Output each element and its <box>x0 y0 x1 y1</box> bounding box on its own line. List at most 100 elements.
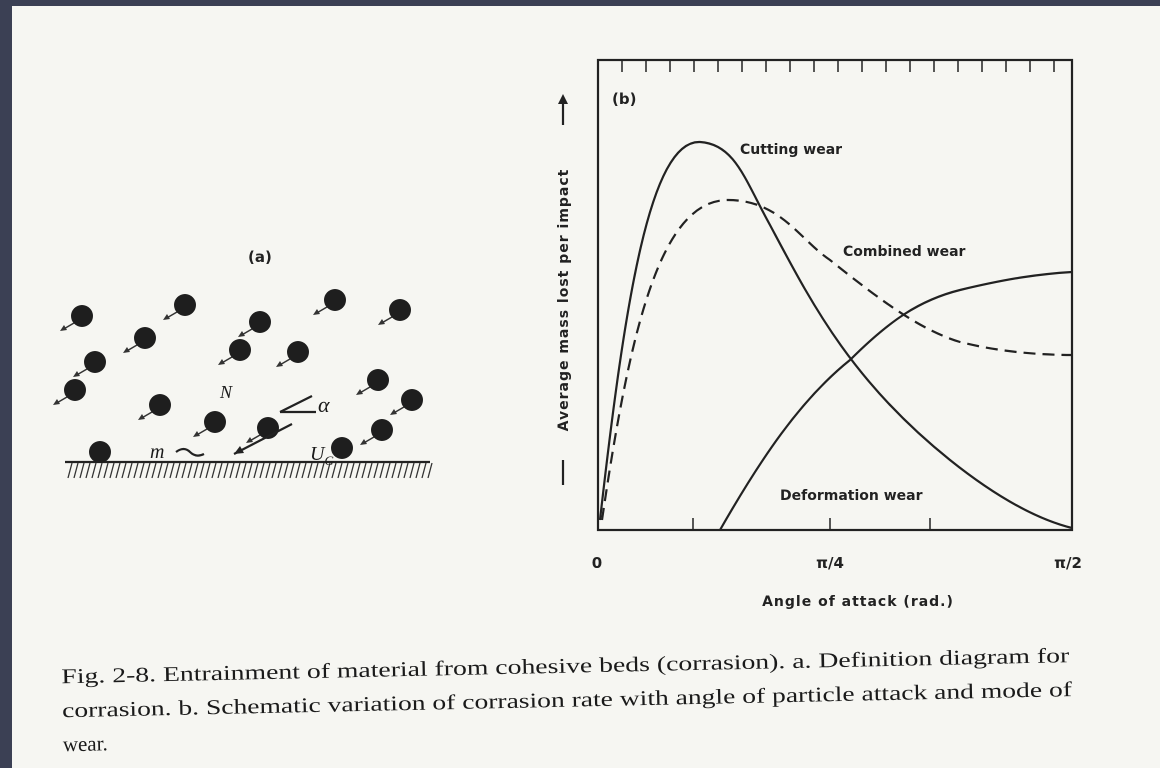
arrow-head <box>390 409 397 415</box>
x-axis-label: Angle of attack (rad.) <box>762 594 954 610</box>
hatch-line <box>139 462 145 479</box>
arrow-head <box>313 309 320 315</box>
hatch-line <box>67 462 73 479</box>
hatch-line <box>427 462 433 479</box>
x-tick-label: 0 <box>592 554 602 572</box>
hatch-line <box>367 462 373 479</box>
panel-label: (a) <box>248 248 272 266</box>
hatch-line <box>403 462 409 479</box>
hatch-line <box>103 462 109 479</box>
hatch-line <box>223 462 229 479</box>
arrow-head <box>246 437 253 443</box>
particle <box>204 411 226 433</box>
hatch-line <box>157 462 163 479</box>
panel-b: (b) Cutting wear Combined wear Deformati… <box>556 58 1082 610</box>
top-ticks <box>621 60 1055 530</box>
hatch-line <box>211 462 217 479</box>
arrow-head <box>163 314 170 320</box>
arrow-head <box>234 446 244 454</box>
particle <box>287 341 309 363</box>
hatch-line <box>169 462 175 479</box>
y-axis-label: Average mass lost per impact <box>556 169 572 432</box>
particle <box>324 289 346 311</box>
hatch-line <box>241 462 247 479</box>
particle <box>367 369 389 391</box>
hatch-line <box>409 462 415 479</box>
deformation-curve <box>719 270 1073 531</box>
hatch-line <box>115 462 121 479</box>
hatch-line <box>343 462 349 479</box>
hatch-line <box>235 462 241 479</box>
u: U <box>310 443 326 465</box>
particle <box>174 294 196 316</box>
hatch-line <box>391 462 397 479</box>
arrow-head <box>356 389 363 395</box>
hatch-line <box>385 462 391 479</box>
hatch-line <box>295 462 301 479</box>
hatch-line <box>301 462 307 479</box>
hatch-line <box>265 462 271 479</box>
particle <box>389 299 411 321</box>
arrow-head <box>378 319 385 325</box>
hatch-line <box>121 462 127 479</box>
x-tick-label: π/2 <box>1054 554 1082 572</box>
hatch-line <box>271 462 277 479</box>
particle <box>249 311 271 333</box>
angle-line <box>279 395 313 413</box>
panel-a: (a) N α m UG <box>53 248 433 479</box>
curve-label: Deformation wear <box>780 488 923 504</box>
symbol-alpha: α <box>318 392 330 417</box>
particle <box>84 351 106 373</box>
hatch-line <box>349 462 355 479</box>
symbol-m: m <box>150 441 164 463</box>
arrow-head <box>60 325 67 331</box>
hatch-line <box>127 462 133 479</box>
hatch-line <box>229 462 235 479</box>
hatch-line <box>193 462 199 479</box>
hatch-line <box>175 462 181 479</box>
arrow-head <box>276 361 283 367</box>
hatch-line <box>133 462 139 479</box>
combined-curve <box>600 198 1073 521</box>
hatch-line <box>397 462 403 479</box>
symbol-n: N <box>219 382 233 402</box>
hatch-line <box>313 462 319 479</box>
caption-line: wear. <box>63 731 108 756</box>
arrow-head <box>193 431 200 437</box>
hatch-line <box>181 462 187 479</box>
arrow-head <box>558 94 568 104</box>
hatch-line <box>355 462 361 479</box>
hatch-line <box>73 462 79 479</box>
arrow-head <box>123 347 130 353</box>
hatch-line <box>379 462 385 479</box>
hatch-line <box>421 462 427 479</box>
hatch-line <box>415 462 421 479</box>
hatch-line <box>91 462 97 479</box>
fragment <box>175 447 205 457</box>
hatch-line <box>97 462 103 479</box>
curve-label: Combined wear <box>843 244 966 260</box>
panel-label: (b) <box>612 90 636 108</box>
plot-frame <box>596 58 1074 532</box>
hatch-line <box>361 462 367 479</box>
hatch-line <box>145 462 151 479</box>
hatch-line <box>277 462 283 479</box>
hatch-line <box>247 462 253 479</box>
arrow-head <box>73 371 80 377</box>
hatch-line <box>163 462 169 479</box>
hatch-line <box>217 462 223 479</box>
curve-label: Cutting wear <box>740 142 842 158</box>
arrow-head <box>238 331 245 337</box>
particle <box>149 394 171 416</box>
hatch-line <box>307 462 313 479</box>
particle <box>71 305 93 327</box>
hatch-line <box>199 462 205 479</box>
hatch-line <box>373 462 379 479</box>
hatch-line <box>109 462 115 479</box>
particle <box>371 419 393 441</box>
u-sub: G <box>324 453 334 468</box>
symbol-u: UG <box>310 443 334 468</box>
hatch-line <box>253 462 259 479</box>
arrow-head <box>53 399 60 405</box>
